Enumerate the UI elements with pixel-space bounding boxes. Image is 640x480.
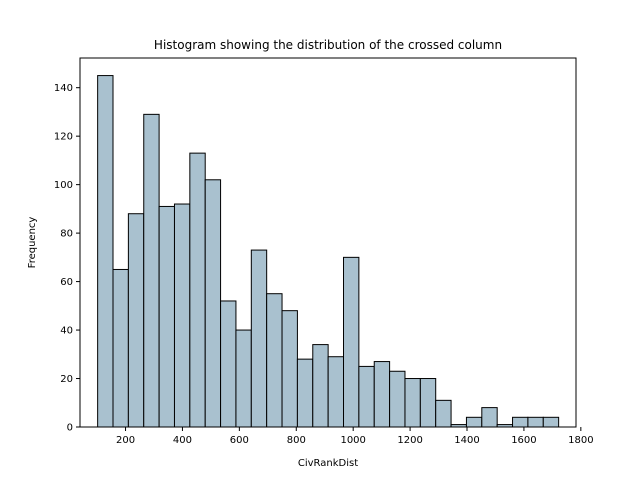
histogram-bar [296,358,314,428]
histogram-bar [327,356,345,428]
y-tick-label: 140 [54,83,73,94]
histogram-bar [404,378,421,428]
histogram-bar [312,344,329,428]
x-tick-label: 400 [173,435,192,446]
x-tick-label: 800 [287,435,306,446]
histogram-bar [220,300,237,428]
histogram-bar [465,416,483,428]
histogram-bar [389,370,406,428]
histogram-bar [173,203,191,428]
histogram-bar [158,205,175,428]
histogram-bar [143,113,160,428]
histogram-bar [281,310,298,428]
x-tick-label: 1400 [454,435,479,446]
x-tick-label: 1000 [340,435,365,446]
y-tick-label: 120 [54,132,73,143]
y-tick-label: 0 [67,423,73,434]
x-tick-label: 200 [116,435,135,446]
bars-group [97,75,560,428]
histogram-bar [266,293,283,428]
y-axis-ticks: 0 20 40 60 80 100 120 140 [54,83,80,434]
y-tick-label: 100 [54,180,73,191]
histogram-bar [204,179,222,428]
x-tick-label: 1800 [568,435,593,446]
x-axis-label: CivRankDist [298,458,358,469]
x-tick-label: 1600 [511,435,536,446]
y-tick-label: 40 [60,326,73,337]
histogram-bar [419,378,437,428]
x-tick-label: 1200 [397,435,422,446]
histogram-bar [235,329,252,428]
plot-frame [79,57,577,428]
histogram-bar [127,213,145,428]
y-tick-label: 80 [60,229,73,240]
histogram-bar [112,268,129,428]
x-tick-label: 600 [230,435,249,446]
histogram-bar [435,399,452,428]
histogram-bar [481,407,498,428]
y-tick-label: 60 [60,277,73,288]
histogram-bar [373,361,391,428]
histogram-bar [189,152,206,428]
histogram-bar [250,249,268,428]
histogram-bar [97,75,114,428]
x-axis-ticks: 200 400 600 800 1000 1200 1400 1600 1800 [116,427,594,446]
histogram-bar [527,416,544,428]
y-tick-label: 20 [60,374,73,385]
histogram-bar [358,365,375,428]
histogram-bar [343,256,360,428]
histogram-bar [542,416,560,428]
histogram-bar [512,416,529,428]
chart-title: Histogram showing the distribution of th… [154,38,502,52]
y-axis-label: Frequency [27,217,38,269]
